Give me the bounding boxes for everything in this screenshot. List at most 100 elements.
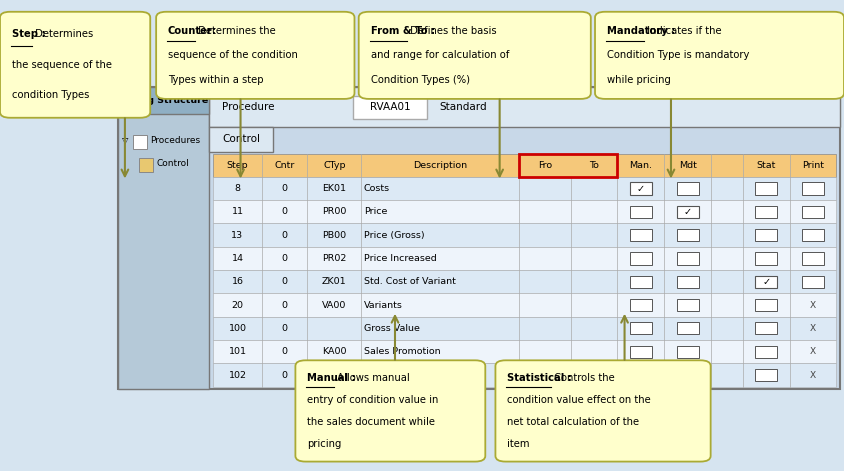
Text: X: X <box>810 300 816 309</box>
Text: Variants: Variants <box>364 300 403 309</box>
FancyBboxPatch shape <box>139 158 153 172</box>
Text: Defines the basis: Defines the basis <box>408 26 497 36</box>
Text: 0: 0 <box>282 254 288 263</box>
Text: Counter:: Counter: <box>168 26 217 36</box>
FancyBboxPatch shape <box>802 276 824 288</box>
Text: 13: 13 <box>231 231 244 240</box>
FancyBboxPatch shape <box>519 154 617 177</box>
Text: 11: 11 <box>231 207 243 216</box>
Text: entry of condition value in: entry of condition value in <box>307 395 439 405</box>
FancyBboxPatch shape <box>353 96 427 119</box>
Text: 8: 8 <box>235 184 241 193</box>
Text: Condition Types (%): Condition Types (%) <box>371 75 469 85</box>
FancyBboxPatch shape <box>213 177 836 200</box>
Text: RVAA01: RVAA01 <box>370 102 410 112</box>
Text: K032: K032 <box>322 371 347 380</box>
FancyBboxPatch shape <box>630 299 652 311</box>
Text: 0: 0 <box>282 371 288 380</box>
Text: Price (Gross): Price (Gross) <box>364 231 425 240</box>
Text: Determines the: Determines the <box>195 26 275 36</box>
Text: Controls the: Controls the <box>550 374 614 383</box>
Text: 101: 101 <box>229 347 246 356</box>
FancyBboxPatch shape <box>755 276 777 288</box>
Text: Determines: Determines <box>32 29 93 39</box>
Text: sequence of the condition: sequence of the condition <box>168 50 298 60</box>
FancyBboxPatch shape <box>755 322 777 334</box>
Text: 0: 0 <box>282 324 288 333</box>
FancyBboxPatch shape <box>118 87 840 389</box>
Text: CTyp: CTyp <box>323 161 345 170</box>
Text: 0: 0 <box>282 184 288 193</box>
FancyBboxPatch shape <box>495 360 711 462</box>
FancyBboxPatch shape <box>133 135 147 149</box>
FancyBboxPatch shape <box>755 206 777 218</box>
Text: 102: 102 <box>229 371 246 380</box>
FancyBboxPatch shape <box>213 224 836 247</box>
FancyBboxPatch shape <box>213 154 836 177</box>
FancyBboxPatch shape <box>630 206 652 218</box>
Text: EK01: EK01 <box>322 184 346 193</box>
Text: 20: 20 <box>231 300 243 309</box>
Text: pricing: pricing <box>307 439 342 448</box>
Text: Costs: Costs <box>364 184 390 193</box>
FancyBboxPatch shape <box>802 206 824 218</box>
FancyBboxPatch shape <box>630 229 652 241</box>
Text: Stat: Stat <box>756 161 776 170</box>
FancyBboxPatch shape <box>118 87 209 389</box>
Text: Man.: Man. <box>630 161 652 170</box>
Text: 0: 0 <box>282 231 288 240</box>
Text: Step: Step <box>227 161 248 170</box>
FancyBboxPatch shape <box>755 182 777 195</box>
Text: the sequence of the: the sequence of the <box>12 60 111 70</box>
FancyBboxPatch shape <box>677 299 699 311</box>
FancyBboxPatch shape <box>213 340 836 364</box>
FancyBboxPatch shape <box>630 322 652 334</box>
FancyBboxPatch shape <box>677 182 699 195</box>
Text: ▽: ▽ <box>122 136 129 145</box>
FancyBboxPatch shape <box>677 322 699 334</box>
FancyBboxPatch shape <box>213 270 836 293</box>
Text: Standard: Standard <box>440 102 487 112</box>
Text: condition value effect on the: condition value effect on the <box>507 395 651 405</box>
Text: X: X <box>810 324 816 333</box>
Text: Cntr: Cntr <box>274 161 295 170</box>
FancyBboxPatch shape <box>630 346 652 358</box>
Text: ✓: ✓ <box>636 184 645 194</box>
Text: while pricing: while pricing <box>607 75 671 85</box>
Text: and range for calculation of: and range for calculation of <box>371 50 509 60</box>
Text: Std. Cost of Variant: Std. Cost of Variant <box>364 277 456 286</box>
Text: Procedure: Procedure <box>222 102 274 112</box>
Text: VA00: VA00 <box>322 300 347 309</box>
Text: Manual :: Manual : <box>307 374 356 383</box>
FancyBboxPatch shape <box>755 299 777 311</box>
Text: Dialog Structure: Dialog Structure <box>120 96 208 106</box>
Text: Mandatory :: Mandatory : <box>607 26 675 36</box>
Text: X: X <box>810 371 816 380</box>
Text: PR00: PR00 <box>322 207 347 216</box>
Text: ZK01: ZK01 <box>322 277 347 286</box>
Text: KA00: KA00 <box>322 347 347 356</box>
Text: X: X <box>810 347 816 356</box>
Text: Statistical :: Statistical : <box>507 374 572 383</box>
Text: Indicates if the: Indicates if the <box>644 26 722 36</box>
FancyBboxPatch shape <box>630 276 652 288</box>
FancyBboxPatch shape <box>213 317 836 340</box>
FancyBboxPatch shape <box>630 369 652 381</box>
Text: the sales document while: the sales document while <box>307 417 436 427</box>
Text: Fro: Fro <box>538 161 552 170</box>
Text: PR02: PR02 <box>322 254 347 263</box>
Text: Gross Value: Gross Value <box>364 324 419 333</box>
Text: Step :: Step : <box>12 29 46 39</box>
Text: Condition Type is mandatory: Condition Type is mandatory <box>607 50 749 60</box>
Text: Description: Description <box>414 161 468 170</box>
Text: Print: Print <box>802 161 824 170</box>
FancyBboxPatch shape <box>630 182 652 195</box>
FancyBboxPatch shape <box>755 369 777 381</box>
Text: Procedures: Procedures <box>150 136 200 145</box>
FancyBboxPatch shape <box>677 252 699 265</box>
FancyBboxPatch shape <box>802 182 824 195</box>
FancyBboxPatch shape <box>755 346 777 358</box>
Text: From & To :: From & To : <box>371 26 435 36</box>
Text: Allows manual: Allows manual <box>334 374 409 383</box>
Text: 0: 0 <box>282 300 288 309</box>
